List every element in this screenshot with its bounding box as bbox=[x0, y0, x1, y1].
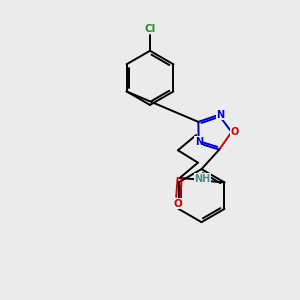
Text: N: N bbox=[216, 110, 224, 120]
Text: NH: NH bbox=[194, 174, 211, 184]
Text: O: O bbox=[230, 127, 238, 137]
Text: Cl: Cl bbox=[144, 24, 156, 34]
Text: N: N bbox=[195, 137, 203, 147]
Text: O: O bbox=[174, 199, 183, 208]
